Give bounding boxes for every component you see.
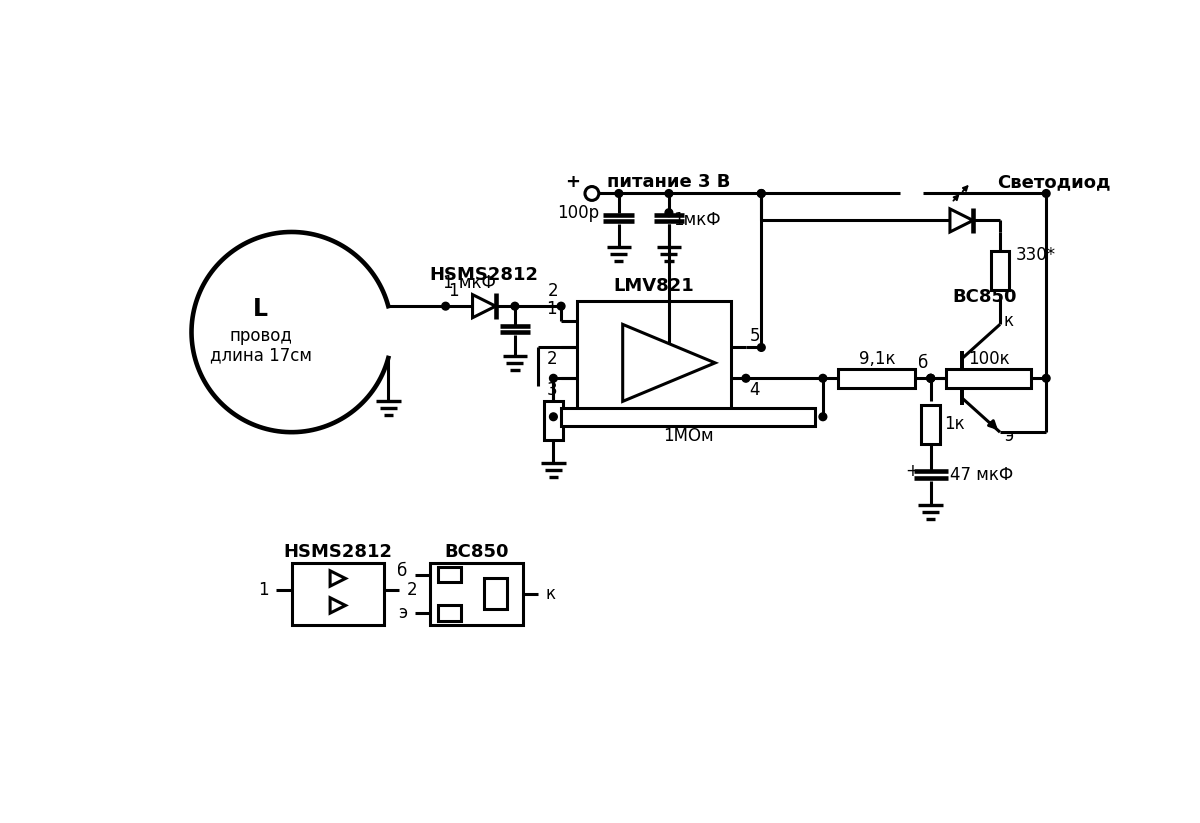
Circle shape [757, 189, 766, 198]
Bar [438, 567, 461, 583]
Text: 2: 2 [548, 281, 559, 300]
Bar [922, 405, 940, 444]
Text: 5: 5 [750, 327, 761, 345]
Text: 3: 3 [547, 381, 557, 399]
Text: 9,1к: 9,1к [858, 350, 895, 368]
Bar [292, 563, 384, 625]
Text: 100р: 100р [558, 204, 600, 221]
Bar [562, 407, 815, 426]
Text: 4: 4 [750, 381, 761, 399]
Text: 100к: 100к [967, 350, 1009, 368]
Bar [991, 251, 1009, 290]
Text: 1к: 1к [944, 416, 965, 434]
Text: L: L [253, 297, 269, 321]
Bar [484, 579, 508, 609]
Bar [438, 606, 461, 621]
Text: к: к [546, 585, 556, 603]
Text: +: + [565, 173, 580, 191]
Text: 2: 2 [547, 350, 557, 368]
Text: питание 3 В: питание 3 В [607, 173, 731, 191]
Polygon shape [330, 597, 346, 613]
Circle shape [926, 374, 935, 382]
Circle shape [442, 302, 450, 310]
Text: +: + [905, 462, 919, 480]
Circle shape [511, 302, 518, 310]
Circle shape [757, 189, 766, 198]
Text: к: к [1004, 312, 1014, 329]
Text: HSMS2812: HSMS2812 [430, 267, 539, 285]
Text: 1: 1 [448, 281, 458, 300]
Text: провод: провод [229, 327, 293, 345]
Circle shape [584, 187, 599, 200]
Polygon shape [623, 324, 715, 402]
Circle shape [820, 413, 827, 421]
Text: э: э [1004, 427, 1013, 445]
Text: 1: 1 [258, 581, 269, 599]
Text: б: б [397, 562, 407, 579]
Text: HSMS2812: HSMS2812 [283, 542, 392, 560]
Circle shape [616, 189, 623, 198]
Text: 47 мкФ: 47 мкФ [950, 466, 1013, 484]
Polygon shape [950, 209, 973, 232]
Text: 1мкФ: 1мкФ [673, 212, 720, 230]
Circle shape [557, 302, 565, 310]
Polygon shape [330, 571, 346, 586]
Bar [431, 563, 523, 625]
Text: BC850: BC850 [444, 542, 509, 560]
Text: б: б [918, 354, 928, 372]
Bar [576, 301, 731, 425]
Circle shape [550, 413, 557, 421]
Circle shape [742, 374, 750, 382]
Text: −: − [630, 368, 646, 386]
Circle shape [1043, 189, 1050, 198]
Circle shape [665, 189, 673, 198]
Circle shape [926, 374, 935, 382]
Text: BC850: BC850 [953, 288, 1016, 306]
Bar [544, 402, 563, 439]
Circle shape [757, 344, 766, 351]
Bar [839, 369, 916, 388]
Polygon shape [473, 295, 496, 318]
Circle shape [665, 209, 673, 216]
Circle shape [1043, 374, 1050, 382]
Circle shape [820, 374, 827, 382]
Circle shape [926, 374, 935, 382]
Text: 1 мкФ: 1 мкФ [443, 274, 496, 292]
Text: э: э [398, 604, 407, 622]
Bar [946, 369, 1031, 388]
Text: 1МОм: 1МОм [662, 427, 714, 445]
Text: 2: 2 [407, 581, 418, 599]
Text: 330*: 330* [1015, 246, 1056, 264]
Text: +: + [631, 340, 646, 358]
Text: 1к: 1к [568, 412, 588, 430]
Text: Светодиод: Светодиод [997, 173, 1111, 191]
Text: длина 17см: длина 17см [210, 346, 312, 364]
Circle shape [550, 374, 557, 382]
Text: LMV821: LMV821 [613, 277, 694, 295]
Text: 1: 1 [547, 300, 557, 318]
